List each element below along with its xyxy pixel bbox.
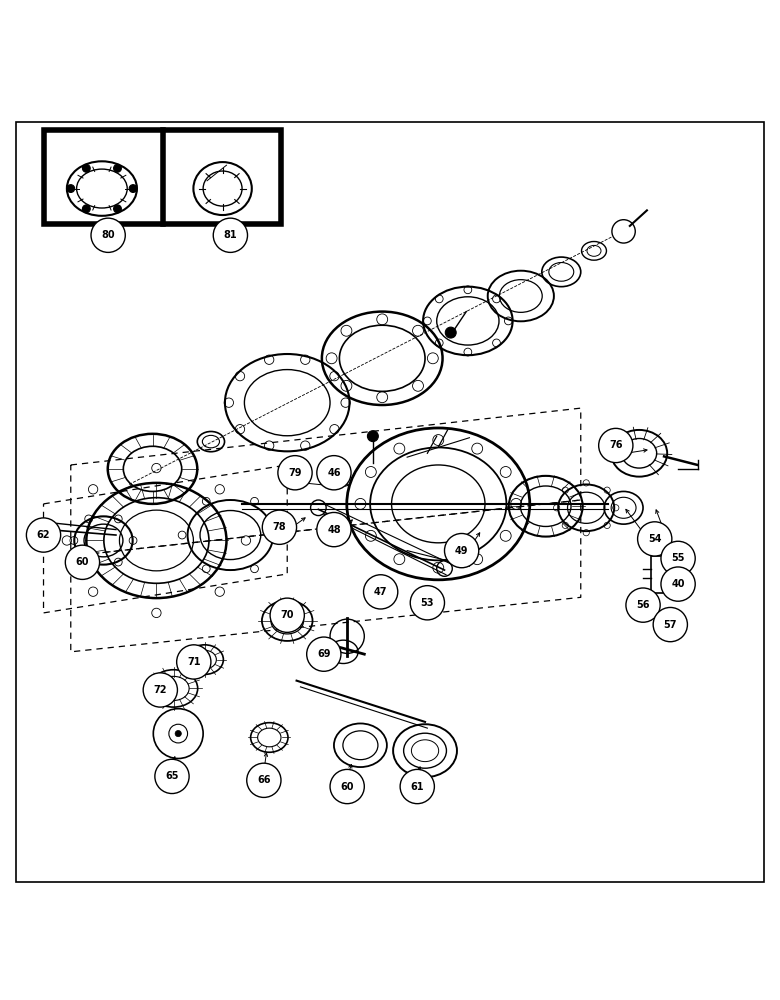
Circle shape bbox=[246, 763, 281, 797]
Circle shape bbox=[262, 510, 296, 544]
Circle shape bbox=[213, 218, 247, 252]
Text: 57: 57 bbox=[664, 620, 677, 630]
Circle shape bbox=[175, 730, 181, 737]
Text: 71: 71 bbox=[187, 657, 200, 667]
Circle shape bbox=[66, 545, 100, 579]
Circle shape bbox=[445, 327, 456, 338]
Circle shape bbox=[626, 588, 660, 622]
Text: 70: 70 bbox=[281, 610, 294, 620]
Circle shape bbox=[270, 598, 304, 632]
Text: 47: 47 bbox=[374, 587, 388, 597]
Circle shape bbox=[67, 185, 75, 192]
Circle shape bbox=[661, 567, 695, 601]
Text: 80: 80 bbox=[101, 230, 115, 240]
Text: 79: 79 bbox=[289, 468, 302, 478]
Circle shape bbox=[129, 185, 137, 192]
Circle shape bbox=[155, 759, 189, 794]
Text: 48: 48 bbox=[327, 525, 341, 535]
Text: 55: 55 bbox=[672, 553, 685, 563]
Circle shape bbox=[661, 541, 695, 576]
Circle shape bbox=[317, 456, 351, 490]
Circle shape bbox=[278, 456, 312, 490]
Circle shape bbox=[83, 205, 90, 213]
Circle shape bbox=[91, 218, 126, 252]
Circle shape bbox=[367, 431, 378, 442]
Circle shape bbox=[176, 645, 211, 679]
Text: 46: 46 bbox=[327, 468, 341, 478]
Circle shape bbox=[330, 769, 364, 804]
Text: 62: 62 bbox=[37, 530, 50, 540]
Bar bbox=[44, 130, 281, 224]
Text: 53: 53 bbox=[420, 598, 434, 608]
Text: 54: 54 bbox=[648, 534, 661, 544]
Circle shape bbox=[27, 518, 61, 552]
Circle shape bbox=[637, 522, 672, 556]
Text: 66: 66 bbox=[257, 775, 271, 785]
Circle shape bbox=[144, 673, 177, 707]
Circle shape bbox=[445, 533, 479, 568]
Text: 78: 78 bbox=[273, 522, 286, 532]
Text: 76: 76 bbox=[609, 440, 622, 450]
Circle shape bbox=[599, 428, 633, 463]
Circle shape bbox=[83, 164, 90, 172]
Circle shape bbox=[653, 607, 687, 642]
Circle shape bbox=[363, 575, 398, 609]
Text: 65: 65 bbox=[165, 771, 179, 781]
Circle shape bbox=[400, 769, 434, 804]
Text: 60: 60 bbox=[76, 557, 89, 567]
Circle shape bbox=[114, 205, 122, 213]
Circle shape bbox=[307, 637, 341, 671]
Text: 61: 61 bbox=[410, 782, 424, 792]
Circle shape bbox=[317, 512, 351, 547]
Text: 60: 60 bbox=[340, 782, 354, 792]
Circle shape bbox=[114, 164, 122, 172]
Text: 49: 49 bbox=[455, 546, 468, 556]
Text: 81: 81 bbox=[224, 230, 237, 240]
Circle shape bbox=[39, 525, 48, 534]
Text: 69: 69 bbox=[317, 649, 331, 659]
Circle shape bbox=[410, 586, 445, 620]
Text: 40: 40 bbox=[672, 579, 685, 589]
Text: 56: 56 bbox=[636, 600, 650, 610]
Text: 72: 72 bbox=[154, 685, 167, 695]
